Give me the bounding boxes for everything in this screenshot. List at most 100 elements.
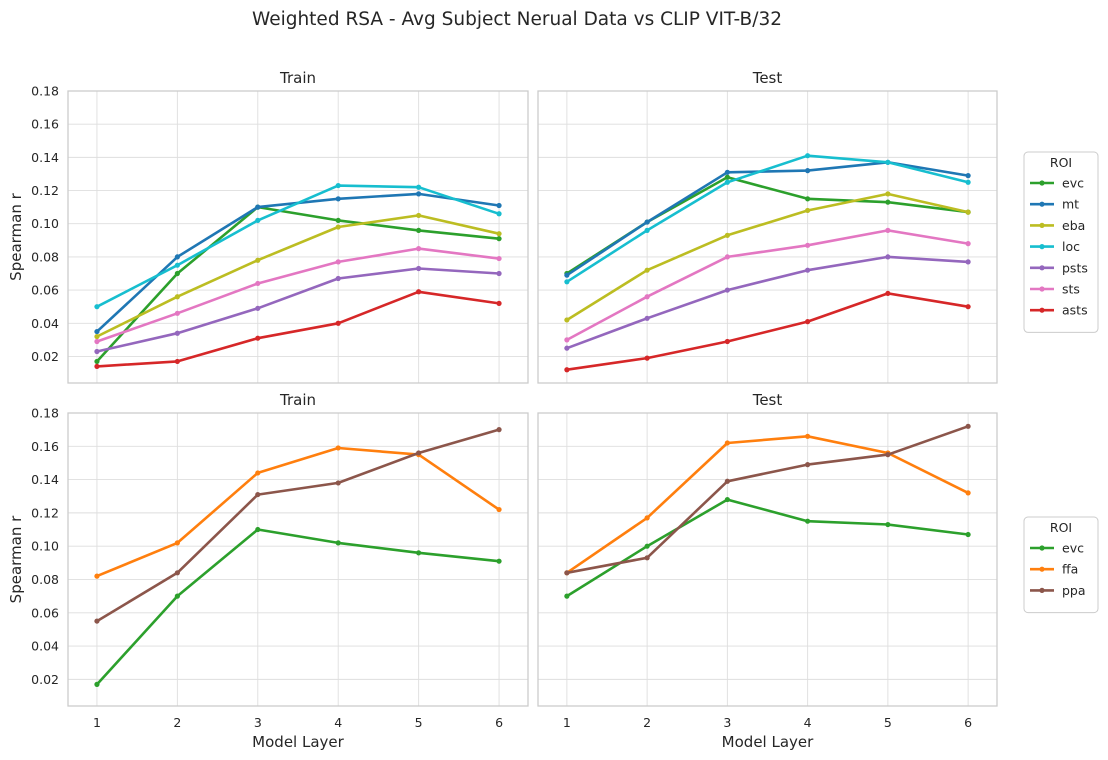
data-point-ffa xyxy=(496,506,502,513)
series-loc xyxy=(564,153,971,285)
x-tick-label: 1 xyxy=(563,715,571,730)
data-point-asts xyxy=(724,338,730,345)
y-tick-label: 0.16 xyxy=(31,117,59,132)
data-point-evc xyxy=(94,681,100,687)
legend-swatch-marker xyxy=(1039,222,1045,228)
legend-swatch-marker xyxy=(1039,201,1045,207)
data-point-mt xyxy=(724,169,730,175)
data-point-sts xyxy=(724,254,730,260)
figure-title: Weighted RSA - Avg Subject Nerual Data v… xyxy=(252,9,782,30)
series-asts xyxy=(94,289,502,370)
data-point-psts xyxy=(805,267,811,273)
data-point-asts xyxy=(335,320,341,326)
legend-swatch-marker xyxy=(1039,180,1045,186)
data-point-sts xyxy=(255,280,261,287)
data-point-ppa xyxy=(644,555,650,561)
data-point-ffa xyxy=(174,540,180,546)
data-point-loc xyxy=(416,184,422,190)
subplot-title: Train xyxy=(279,391,316,409)
series-psts xyxy=(94,265,502,355)
legend-swatch-marker xyxy=(1039,265,1045,271)
x-tick-label: 4 xyxy=(334,715,342,730)
data-point-evc xyxy=(885,199,891,205)
data-point-evc xyxy=(335,540,341,546)
data-point-asts xyxy=(564,367,570,373)
data-point-evc xyxy=(724,174,730,180)
series-eba xyxy=(564,191,971,323)
data-point-eba xyxy=(644,267,650,273)
data-point-sts xyxy=(335,259,341,265)
data-point-asts xyxy=(496,300,502,306)
data-point-sts xyxy=(94,338,100,345)
data-point-mt xyxy=(564,272,570,278)
y-tick-label: 0.16 xyxy=(31,439,59,454)
data-point-loc xyxy=(496,211,502,217)
series-line-loc xyxy=(565,154,970,284)
data-point-psts xyxy=(965,259,971,265)
data-point-ppa xyxy=(174,570,180,576)
data-point-asts xyxy=(805,319,811,325)
data-point-loc xyxy=(724,179,730,185)
legend-label: ppa xyxy=(1062,583,1086,598)
data-point-mt xyxy=(416,191,422,197)
data-point-evc xyxy=(805,518,811,524)
data-point-asts xyxy=(416,289,422,295)
data-point-mt xyxy=(965,173,971,179)
data-point-evc xyxy=(416,550,422,556)
data-point-eba xyxy=(496,231,502,237)
data-point-loc xyxy=(965,179,971,185)
data-point-eba xyxy=(564,317,570,323)
legend-label: evc xyxy=(1062,176,1084,191)
data-point-evc xyxy=(255,526,261,533)
data-point-mt xyxy=(255,204,261,210)
legend-2: ROI evc mt eba loc psts sts asts xyxy=(1023,151,1099,333)
subplot-3: Train 0.02 0.04 0.06 0.08 0.10 0.12 0.14 0.16 0.1… xyxy=(7,391,529,751)
series-ppa xyxy=(94,427,502,624)
x-tick-label: 3 xyxy=(723,715,731,730)
legend-label: loc xyxy=(1062,239,1080,254)
y-tick-label: 0.04 xyxy=(31,316,59,331)
data-point-asts xyxy=(255,335,261,341)
y-tick-label: 0.18 xyxy=(31,406,59,421)
data-point-loc xyxy=(335,182,341,189)
data-point-ppa xyxy=(94,618,100,624)
subplot-1: Train 0.02 0.04 0.06 0.08 0.10 0.12 0.14 0.16 0.1… xyxy=(7,69,529,384)
x-tick-label: 5 xyxy=(884,715,892,730)
legend-4: ROI evc ffa ppa xyxy=(1023,516,1099,614)
y-tick-label: 0.06 xyxy=(31,605,59,620)
y-tick-label: 0.14 xyxy=(31,472,59,487)
data-point-asts xyxy=(644,355,650,361)
x-tick-label: 6 xyxy=(495,715,503,730)
series-loc xyxy=(94,182,502,310)
data-point-ppa xyxy=(885,452,891,458)
data-point-evc xyxy=(174,593,180,599)
data-point-psts xyxy=(724,287,730,293)
plot-area xyxy=(538,413,997,706)
data-point-psts xyxy=(174,330,180,336)
legend-swatch-marker xyxy=(1039,244,1045,250)
legend-label: mt xyxy=(1062,197,1079,212)
data-point-evc xyxy=(94,358,100,365)
data-point-loc xyxy=(805,153,811,159)
data-point-evc xyxy=(564,593,570,599)
data-point-eba xyxy=(94,333,100,340)
legend-swatch-marker xyxy=(1039,307,1045,313)
x-axis-label: Model Layer xyxy=(252,733,344,751)
data-point-psts xyxy=(885,254,891,260)
data-point-mt xyxy=(335,196,341,202)
data-point-ffa xyxy=(94,573,100,579)
data-point-sts xyxy=(805,242,811,248)
data-point-psts xyxy=(335,275,341,282)
data-point-ffa xyxy=(335,445,341,451)
plot-frame xyxy=(67,412,529,707)
data-point-ppa xyxy=(496,427,502,433)
series-line-asts xyxy=(95,290,501,368)
data-point-ffa xyxy=(644,515,650,521)
data-point-ffa xyxy=(805,433,811,439)
series-line-evc xyxy=(95,528,501,686)
data-point-sts xyxy=(564,337,570,343)
legend-title: ROI xyxy=(1050,520,1072,535)
data-point-ffa xyxy=(724,440,730,446)
data-point-loc xyxy=(564,279,570,285)
